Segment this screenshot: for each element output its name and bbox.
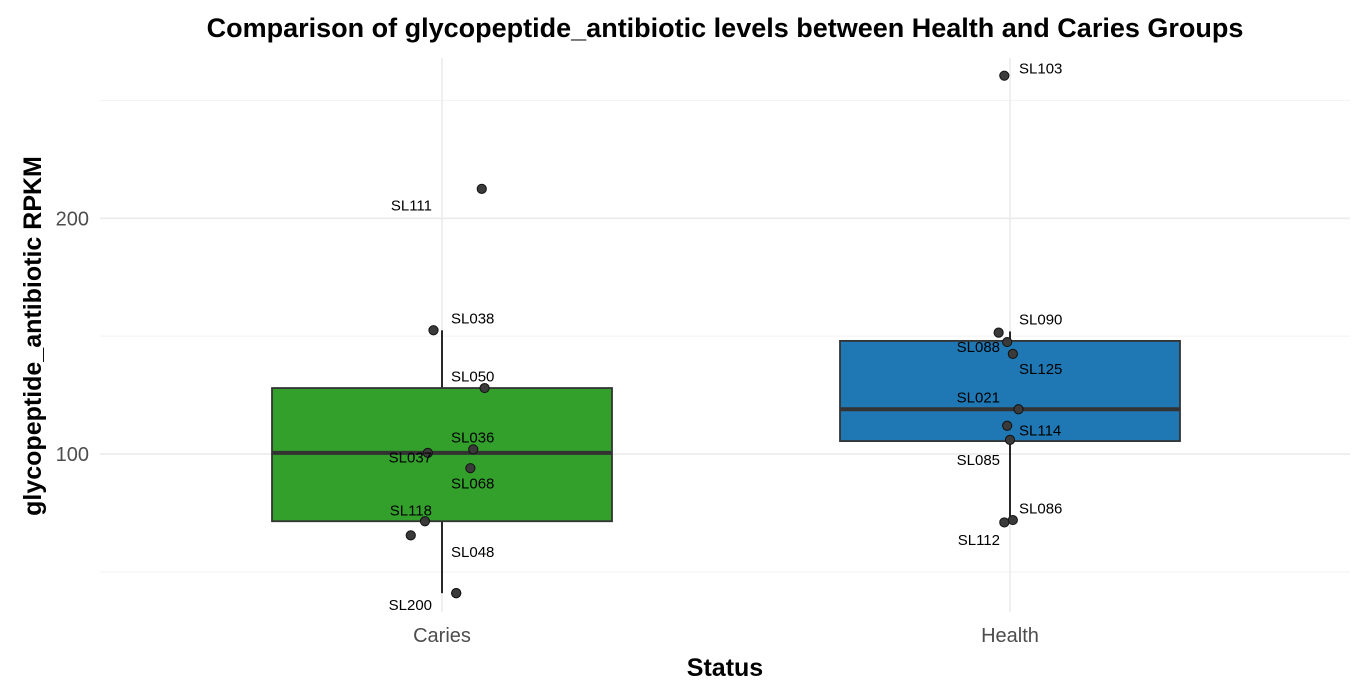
tick-labels-layer: 100 200 Caries Health [56,208,1039,647]
point-label: SL090 [1019,312,1062,329]
data-point [1013,404,1024,415]
point-label: SL103 [1019,61,1062,78]
data-point [468,444,479,455]
y-axis-title: glycopeptide_antibiotic RPKM [19,156,47,516]
data-point [1002,420,1013,431]
point-label: SL036 [451,430,494,447]
grid-lines [100,58,1350,612]
data-point [476,183,487,194]
point-label: SL088 [957,339,1000,356]
box-caries [271,330,613,594]
data-point [1004,434,1016,446]
point-label: SL112 [958,532,1000,549]
point-label: SL125 [1019,361,1062,378]
data-point [479,382,490,394]
point-label: SL200 [389,597,432,614]
point-label: SL068 [451,476,494,493]
data-point [993,327,1004,338]
point-label: SL048 [451,544,494,561]
point-label: SL037 [389,450,432,467]
point-label: SL114 [1019,422,1061,439]
chart-title: Comparison of glycopeptide_antibiotic le… [207,13,1244,43]
point-labels-layer: SL111 SL038 SL050 SL036 SL037 SL068 SL118 SL048… [389,61,1063,614]
data-point [451,588,462,599]
data-point [1002,336,1013,348]
point-label: SL050 [451,368,494,385]
point-label: SL021 [957,389,1000,406]
points-layer [405,70,1024,599]
data-point [999,517,1010,528]
point-label: SL085 [957,452,1000,469]
point-label: SL086 [1019,500,1062,517]
data-point [999,70,1010,81]
x-axis-title: Status [687,654,763,682]
x-tick-label: Health [981,625,1039,647]
x-tick-label: Caries [413,625,471,647]
data-point [419,516,431,527]
point-label: SL118 [390,503,432,520]
data-point [405,530,416,541]
data-point [428,325,439,336]
y-tick-label: 200 [56,208,89,230]
y-tick-label: 100 [56,444,89,466]
data-point [1007,348,1018,359]
point-label: SL038 [451,310,494,327]
data-point [465,463,476,474]
data-point [422,447,433,458]
point-label: SL111 [391,197,432,214]
data-point [1007,514,1018,526]
